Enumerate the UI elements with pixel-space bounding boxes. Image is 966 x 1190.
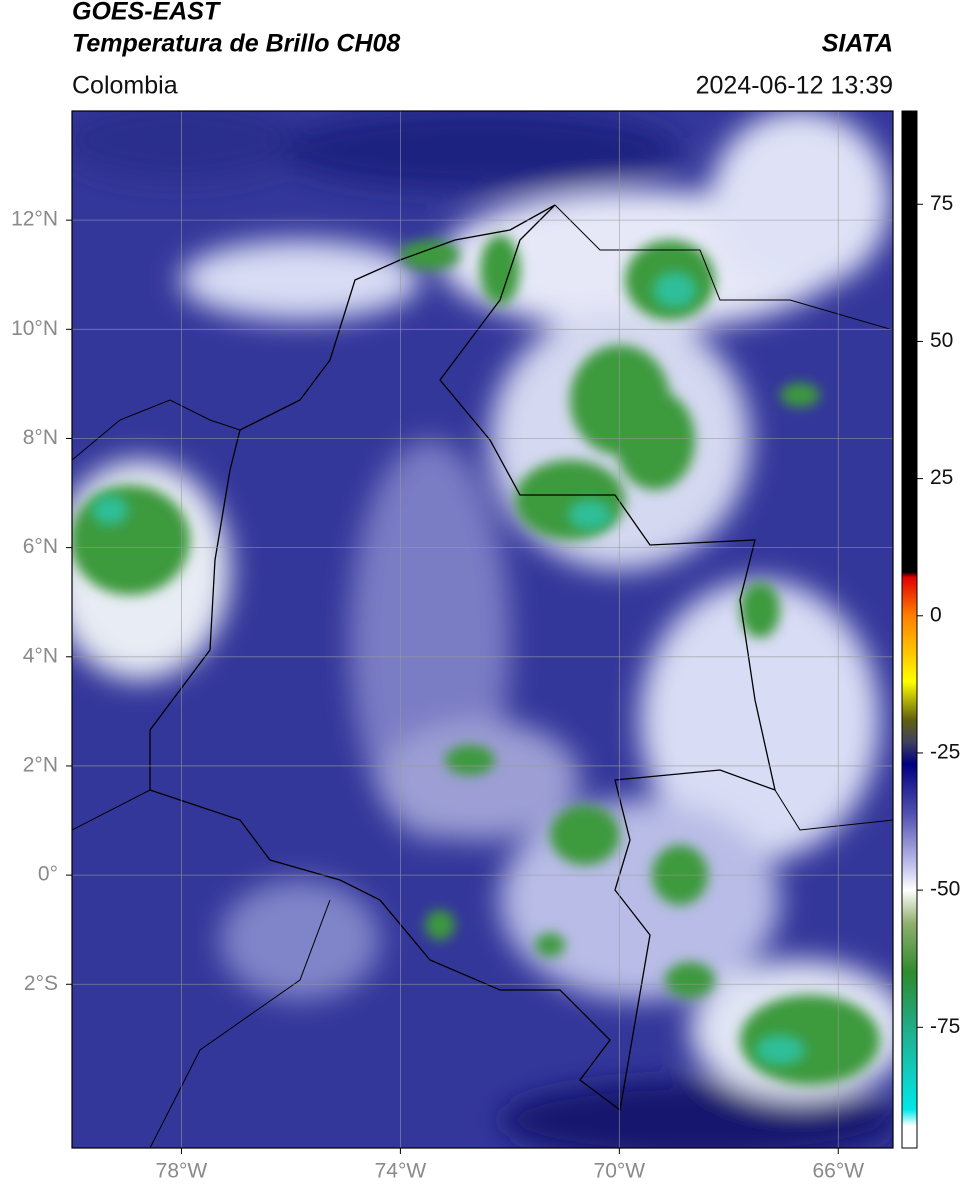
x-tick-label: 70°W	[594, 1160, 646, 1183]
country-border	[72, 789, 151, 831]
country-border	[774, 789, 893, 831]
x-tick-label: 78°W	[156, 1160, 208, 1183]
colorbar	[901, 110, 918, 1149]
country-border	[149, 899, 331, 1148]
coastline	[72, 399, 241, 461]
colorbar-tick-label: 50	[930, 329, 953, 352]
subtitle: Temperatura de Brillo CH08	[72, 30, 400, 58]
y-tick-label: 8°N	[23, 426, 58, 449]
x-tick-label: 66°W	[812, 1160, 864, 1183]
y-tick-label: 2°S	[24, 972, 58, 995]
y-tick-label: 0°	[38, 863, 58, 886]
map-frame	[71, 110, 894, 1149]
map-grid	[72, 111, 893, 1148]
region: Colombia	[72, 72, 178, 100]
country-border	[149, 204, 776, 1112]
colorbar-tick-label: -50	[930, 878, 960, 901]
y-tick-label: 12°N	[11, 208, 58, 231]
y-tick-label: 6°N	[23, 535, 58, 558]
y-tick-label: 10°N	[11, 317, 58, 340]
x-tick-label: 74°W	[375, 1160, 427, 1183]
colorbar-tick-label: 0	[930, 603, 942, 626]
colorbar-tick-label: -25	[930, 740, 960, 763]
coastline	[554, 204, 893, 331]
satellite-image	[72, 111, 893, 1148]
y-tick-label: 2°N	[23, 753, 58, 776]
source: SIATA	[822, 30, 893, 58]
colorbar-tick-label: -75	[930, 1015, 960, 1038]
colorbar-tick-label: 25	[930, 466, 953, 489]
y-tick-label: 4°N	[23, 644, 58, 667]
colorbar-tick-label: 75	[930, 192, 953, 215]
title: GOES-EAST	[72, 0, 222, 26]
datetime: 2024-06-12 13:39	[696, 72, 893, 100]
